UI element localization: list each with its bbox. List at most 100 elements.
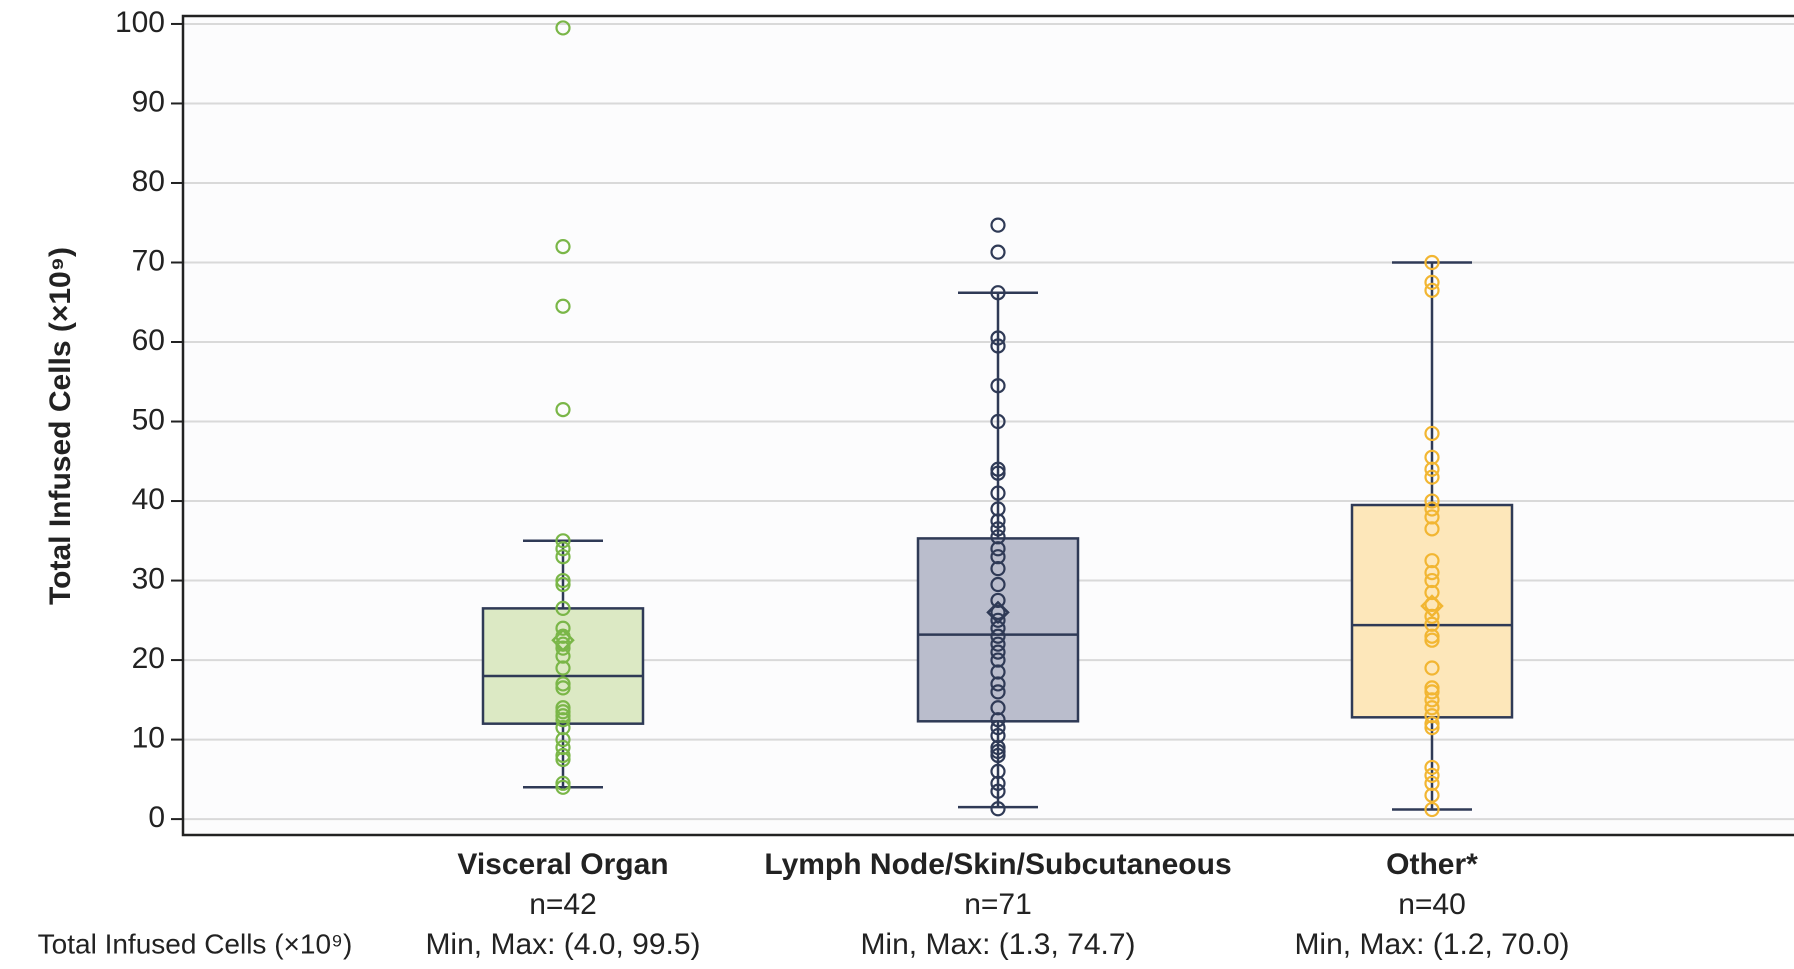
data-point: [555, 298, 571, 314]
y-tick-label: 100: [115, 6, 165, 39]
data-point: [990, 739, 1006, 756]
data-point: [1424, 692, 1440, 708]
y-tick-label: 40: [132, 483, 165, 516]
data-point: [1424, 565, 1440, 581]
data-point: [990, 485, 1006, 501]
data-point: [990, 521, 1006, 537]
y-tick-label: 30: [132, 562, 165, 595]
category-label: Visceral Organ: [457, 848, 668, 881]
n-label: n=42: [529, 888, 597, 921]
data-point: [1424, 469, 1440, 485]
data-point: [990, 461, 1006, 477]
data-point: [1424, 700, 1440, 716]
data-point: [555, 541, 571, 557]
data-point: [990, 465, 1006, 481]
range-label: Min, Max: (4.0, 99.5): [425, 928, 700, 961]
data-point: [1424, 461, 1440, 477]
data-point: [555, 620, 571, 636]
data-point: [990, 684, 1006, 700]
y-tick-label: 20: [132, 642, 165, 675]
category-label: Lymph Node/Skin/Subcutaneous: [764, 848, 1231, 881]
data-point: [990, 743, 1006, 760]
data-point: [990, 604, 1006, 620]
data-point: [1424, 254, 1440, 271]
data-point: [990, 576, 1006, 593]
data-point: [1424, 660, 1440, 676]
data-point: [555, 600, 571, 616]
mean-marker: [551, 628, 575, 652]
data-point: [555, 731, 571, 748]
data-point: [1424, 521, 1440, 537]
n-label: n=40: [1398, 888, 1466, 921]
mean-marker: [986, 600, 1010, 625]
data-point: [1424, 628, 1440, 644]
data-point: [555, 775, 571, 791]
data-point: [1424, 425, 1440, 442]
data-point: [990, 541, 1006, 557]
data-point: [555, 779, 571, 795]
data-point: [990, 378, 1006, 394]
y-tick-label: 0: [148, 801, 165, 834]
data-point: [1424, 767, 1440, 783]
data-point: [990, 783, 1006, 799]
data-point: [990, 330, 1006, 346]
data-point: [1424, 716, 1440, 732]
data-point: [555, 660, 571, 676]
data-point: [990, 513, 1006, 529]
data-point: [555, 401, 571, 418]
data-point: [555, 533, 571, 549]
data-point: [990, 612, 1006, 628]
data-point: [1424, 787, 1440, 803]
data-point: [990, 285, 1006, 301]
y-axis-title: Total Infused Cells (×10⁹): [44, 247, 77, 605]
data-point: [555, 572, 571, 589]
data-point: [555, 680, 571, 696]
data-point: [1424, 632, 1440, 648]
data-point: [990, 628, 1006, 644]
range-label: Min, Max: (1.2, 70.0): [1294, 928, 1569, 961]
data-point: [1424, 501, 1440, 517]
data-point: [555, 751, 571, 768]
data-point: [990, 775, 1006, 791]
y-tick-label: 70: [132, 244, 165, 277]
data-point: [1424, 759, 1440, 776]
data-point: [555, 549, 571, 565]
data-point: [555, 576, 571, 593]
data-point: [990, 644, 1006, 660]
data-point: [555, 20, 571, 36]
n-label: n=71: [964, 888, 1032, 921]
data-point: [1424, 274, 1440, 290]
data-point: [990, 244, 1006, 260]
y-tick-label: 90: [132, 85, 165, 118]
data-point: [990, 413, 1006, 430]
range-label: Min, Max: (1.3, 74.7): [860, 928, 1135, 961]
data-point: [1424, 608, 1440, 624]
data-point: [555, 238, 571, 255]
data-point: [555, 747, 571, 764]
y-tick-label: 60: [132, 324, 165, 357]
data-point: [990, 720, 1006, 736]
box: [481, 607, 645, 725]
data-point: [990, 801, 1006, 817]
y-tick-label: 10: [132, 722, 165, 755]
data-point: [555, 704, 571, 720]
data-point: [990, 712, 1006, 728]
data-point: [1424, 720, 1440, 736]
mean-marker: [1420, 594, 1444, 618]
data-point: [990, 217, 1006, 233]
data-point: [1424, 684, 1440, 700]
axis-frame: [181, 14, 1794, 837]
y-tick-label: 50: [132, 403, 165, 436]
data-point: [990, 636, 1006, 652]
data-point: [555, 712, 571, 728]
data-point: [990, 338, 1006, 354]
data-point: [1424, 493, 1440, 509]
data-point: [555, 640, 571, 656]
category-label: Other*: [1386, 848, 1478, 881]
data-point: [1424, 801, 1440, 818]
row-label: Total Infused Cells (×10⁹): [38, 928, 353, 959]
data-point: [1424, 282, 1440, 298]
data-point: [555, 676, 571, 692]
data-point: [990, 676, 1006, 692]
